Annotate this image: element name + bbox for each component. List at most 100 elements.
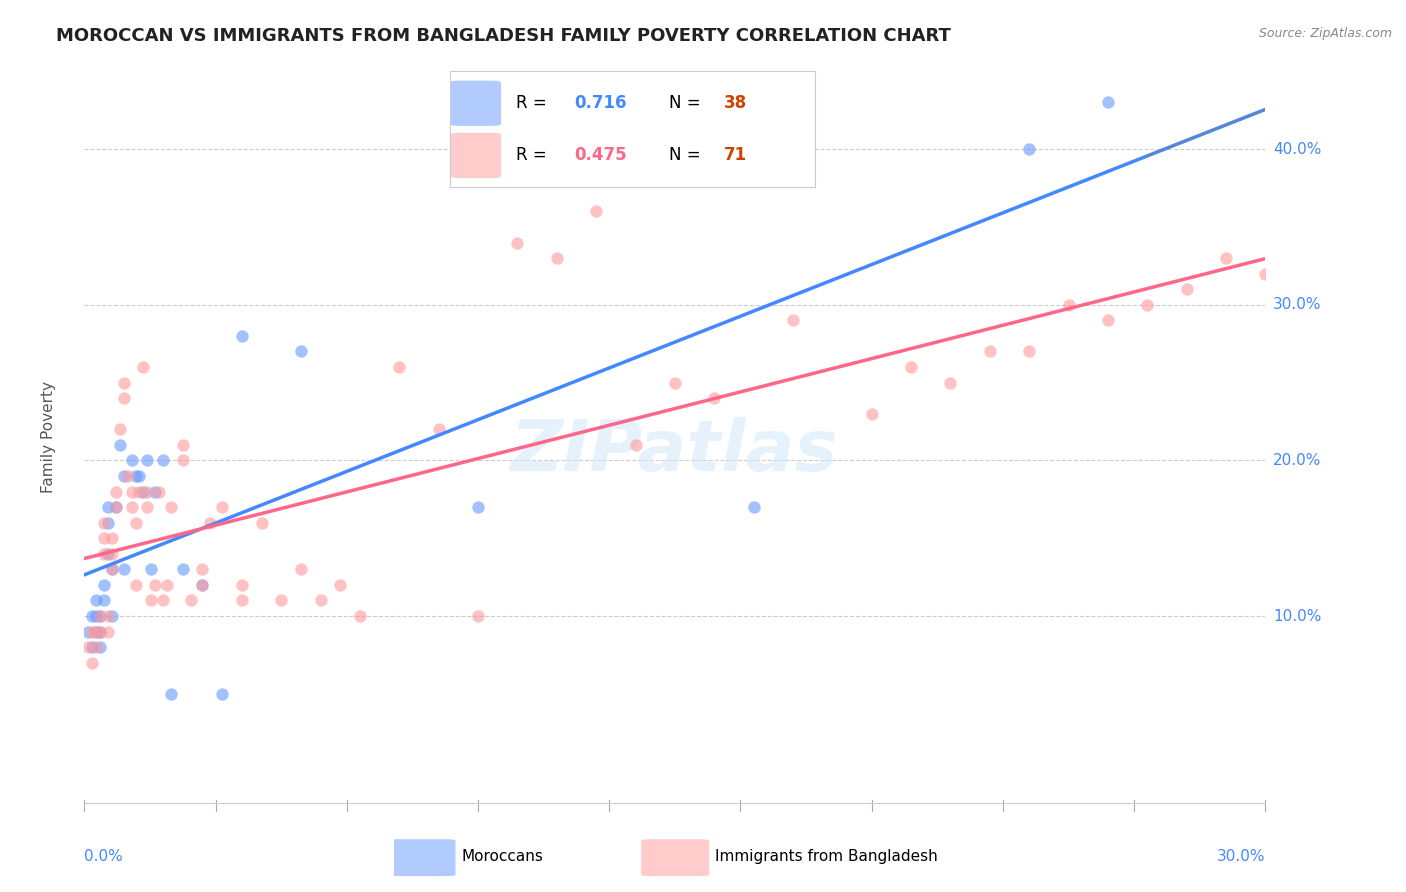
Text: 0.0%: 0.0% [84,849,124,864]
Point [97,624,120,639]
Point [121,484,143,499]
Point [290,344,312,359]
Text: Immigrants from Bangladesh: Immigrants from Bangladesh [716,849,938,863]
Point [141,593,163,607]
Point [860,407,883,421]
Text: Family Poverty: Family Poverty [41,381,56,493]
Point [349,609,371,624]
Point [329,578,352,592]
Point [82,609,104,624]
Point [172,453,194,467]
Point [1018,142,1040,156]
Point [703,391,725,405]
Point [160,500,183,515]
Point [191,578,214,592]
Point [290,562,312,576]
Point [93,516,115,530]
Text: 30.0%: 30.0% [1218,849,1265,864]
Point [136,500,159,515]
Point [467,500,489,515]
Text: N =: N = [669,94,700,112]
Point [128,484,150,499]
Point [97,547,120,561]
Text: N =: N = [669,146,700,164]
Point [309,593,332,607]
Point [160,687,183,701]
Text: 0.475: 0.475 [574,146,627,164]
Point [143,578,166,592]
Text: R =: R = [516,94,551,112]
Point [89,609,111,624]
Text: 30.0%: 30.0% [1274,297,1322,312]
Text: MOROCCAN VS IMMIGRANTS FROM BANGLADESH FAMILY POVERTY CORRELATION CHART: MOROCCAN VS IMMIGRANTS FROM BANGLADESH F… [56,27,950,45]
Point [84,609,107,624]
Point [101,562,124,576]
Point [172,562,194,576]
Point [141,562,163,576]
Point [231,329,253,343]
Point [1136,298,1159,312]
Text: ZIPatlas: ZIPatlas [512,417,838,486]
Point [128,469,150,483]
Point [1215,251,1237,265]
Text: 71: 71 [724,146,747,164]
Point [97,500,120,515]
Point [117,469,139,483]
Point [112,391,135,405]
Point [84,624,107,639]
Point [104,500,127,515]
Point [1097,95,1119,110]
FancyBboxPatch shape [641,839,709,876]
Text: Moroccans: Moroccans [461,849,544,863]
Point [82,624,104,639]
Point [231,593,253,607]
Point [664,376,686,390]
Point [89,624,111,639]
Point [270,593,292,607]
Point [108,422,131,436]
Point [89,640,111,655]
Point [112,376,135,390]
Point [211,500,233,515]
Text: R =: R = [516,146,551,164]
Point [200,516,222,530]
Point [585,204,607,219]
Point [742,500,765,515]
Point [939,376,962,390]
Point [506,235,529,250]
Point [231,578,253,592]
Point [93,531,115,545]
Point [1175,282,1198,296]
Point [101,562,124,576]
Point [89,609,111,624]
Point [180,593,202,607]
Point [156,578,179,592]
Point [89,624,111,639]
Point [82,640,104,655]
Point [1254,267,1277,281]
Text: 38: 38 [724,94,747,112]
Point [104,500,127,515]
Point [108,438,131,452]
Point [148,484,170,499]
Point [172,438,194,452]
Point [782,313,804,327]
Point [546,251,568,265]
Point [152,593,174,607]
Point [211,687,233,701]
Point [427,422,450,436]
Point [104,484,127,499]
Point [1097,313,1119,327]
Point [250,516,273,530]
Point [101,547,124,561]
Point [979,344,1001,359]
Point [77,640,100,655]
Point [82,656,104,670]
Point [132,359,155,374]
Point [112,562,135,576]
Point [101,609,124,624]
Point [101,531,124,545]
Point [84,624,107,639]
Point [152,453,174,467]
Point [77,624,100,639]
